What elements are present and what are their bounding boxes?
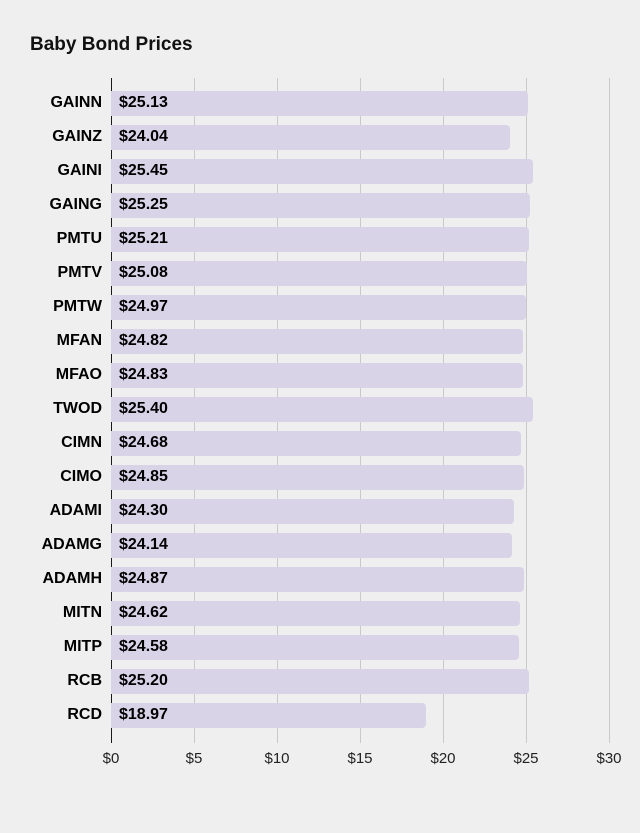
bar-value-label: $18.97	[119, 706, 168, 723]
bar-row: $24.68	[111, 426, 609, 460]
bar: $24.97	[111, 294, 526, 320]
x-axis-tick-label: $5	[185, 750, 203, 767]
bar-plot: $25.13 $24.04 $25.45 $25.25 $25.21 $25.08 $24.…	[111, 78, 610, 743]
bar: $24.62	[111, 600, 520, 626]
bar-value-label: $24.58	[119, 638, 168, 655]
category-label: MFAN	[56, 332, 102, 349]
bar: $25.13	[111, 90, 529, 116]
x-axis-tick-label: $30	[596, 750, 622, 767]
x-axis-tick-label: $0	[102, 750, 120, 767]
bar-row: $24.14	[111, 528, 609, 562]
bar-row: $24.62	[111, 596, 609, 630]
bar-row: $24.83	[111, 358, 609, 392]
bar-row: $25.13	[111, 86, 609, 120]
bar-row: $25.45	[111, 154, 609, 188]
bar-value-label: $24.62	[119, 604, 168, 621]
bar-value-label: $25.08	[119, 264, 168, 281]
bar-value-label: $25.25	[119, 196, 168, 213]
category-label: MITN	[62, 604, 102, 621]
bar-row: $24.87	[111, 562, 609, 596]
bar: $24.85	[111, 464, 524, 490]
category-label: RCD	[67, 706, 102, 723]
bar-value-label: $24.87	[119, 570, 168, 587]
category-axis: GAINN GAINZ GAINI GAING PMTU PMTV PMTW MFAN MFAO…	[0, 78, 111, 743]
x-axis-tick-label: $15	[347, 750, 373, 767]
bar-value-label: $24.83	[119, 366, 168, 383]
bar: $25.20	[111, 668, 530, 694]
gridline	[609, 78, 610, 743]
category-label: GAING	[49, 196, 102, 213]
category-label: GAINZ	[52, 128, 102, 145]
category-label: ADAMG	[41, 536, 102, 553]
category-label: ADAMI	[49, 502, 102, 519]
bar: $24.68	[111, 430, 521, 456]
bar: $24.87	[111, 566, 524, 592]
bar-row: $24.82	[111, 324, 609, 358]
bar-value-label: $25.40	[119, 400, 168, 417]
category-label: PMTW	[53, 298, 102, 315]
bar-row: $25.40	[111, 392, 609, 426]
bar-row: $18.97	[111, 698, 609, 732]
category-label: PMTV	[57, 264, 102, 281]
x-axis-tick-label: $10	[264, 750, 290, 767]
bar: $25.21	[111, 226, 530, 252]
bar-value-label: $24.30	[119, 502, 168, 519]
plot-area: GAINN GAINZ GAINI GAING PMTU PMTV PMTW MFAN MFAO…	[0, 78, 610, 743]
x-axis: $0 $5 $10 $15 $20 $25 $30	[103, 750, 622, 770]
x-axis-tick-label: $25	[513, 750, 539, 767]
bar-row: $24.30	[111, 494, 609, 528]
bar: $24.83	[111, 362, 524, 388]
bar-series: $25.13 $24.04 $25.45 $25.25 $25.21 $25.08 $24.…	[111, 86, 609, 732]
bar-row: $24.58	[111, 630, 609, 664]
bar-value-label: $25.45	[119, 162, 168, 179]
bar-value-label: $25.20	[119, 672, 168, 689]
bar-row: $25.08	[111, 256, 609, 290]
bar-row: $24.85	[111, 460, 609, 494]
bar: $25.40	[111, 396, 533, 422]
category-label: GAINI	[57, 162, 102, 179]
bar-value-label: $24.85	[119, 468, 168, 485]
bar-row: $24.04	[111, 120, 609, 154]
category-label: MITP	[63, 638, 102, 655]
category-label: CIMN	[61, 434, 102, 451]
bar: $24.82	[111, 328, 523, 354]
bar: $24.58	[111, 634, 520, 660]
bar-value-label: $24.97	[119, 298, 168, 315]
category-label: MFAO	[55, 366, 102, 383]
category-label: ADAMH	[42, 570, 102, 587]
bar: $25.08	[111, 260, 528, 286]
bar-row: $25.21	[111, 222, 609, 256]
category-label: RCB	[67, 672, 102, 689]
category-label: CIMO	[60, 468, 102, 485]
category-label: GAINN	[50, 94, 102, 111]
bar: $25.25	[111, 192, 531, 218]
bar-value-label: $24.04	[119, 128, 168, 145]
bar: $25.45	[111, 158, 534, 184]
chart-title: Baby Bond Prices	[30, 34, 193, 55]
bar: $18.97	[111, 702, 426, 728]
bar-row: $25.20	[111, 664, 609, 698]
category-label: TWOD	[53, 400, 102, 417]
bar-value-label: $25.21	[119, 230, 168, 247]
bar-row: $24.97	[111, 290, 609, 324]
bar-value-label: $25.13	[119, 94, 168, 111]
bar-value-label: $24.14	[119, 536, 168, 553]
x-axis-tick-label: $20	[430, 750, 456, 767]
category-label: PMTU	[56, 230, 102, 247]
chart-container: Baby Bond Prices GAINN GAINZ GAINI GAING PMT…	[0, 34, 640, 770]
bar: $24.30	[111, 498, 515, 524]
bar-value-label: $24.82	[119, 332, 168, 349]
bar-row: $25.25	[111, 188, 609, 222]
bar: $24.04	[111, 124, 511, 150]
bar-value-label: $24.68	[119, 434, 168, 451]
bar: $24.14	[111, 532, 512, 558]
